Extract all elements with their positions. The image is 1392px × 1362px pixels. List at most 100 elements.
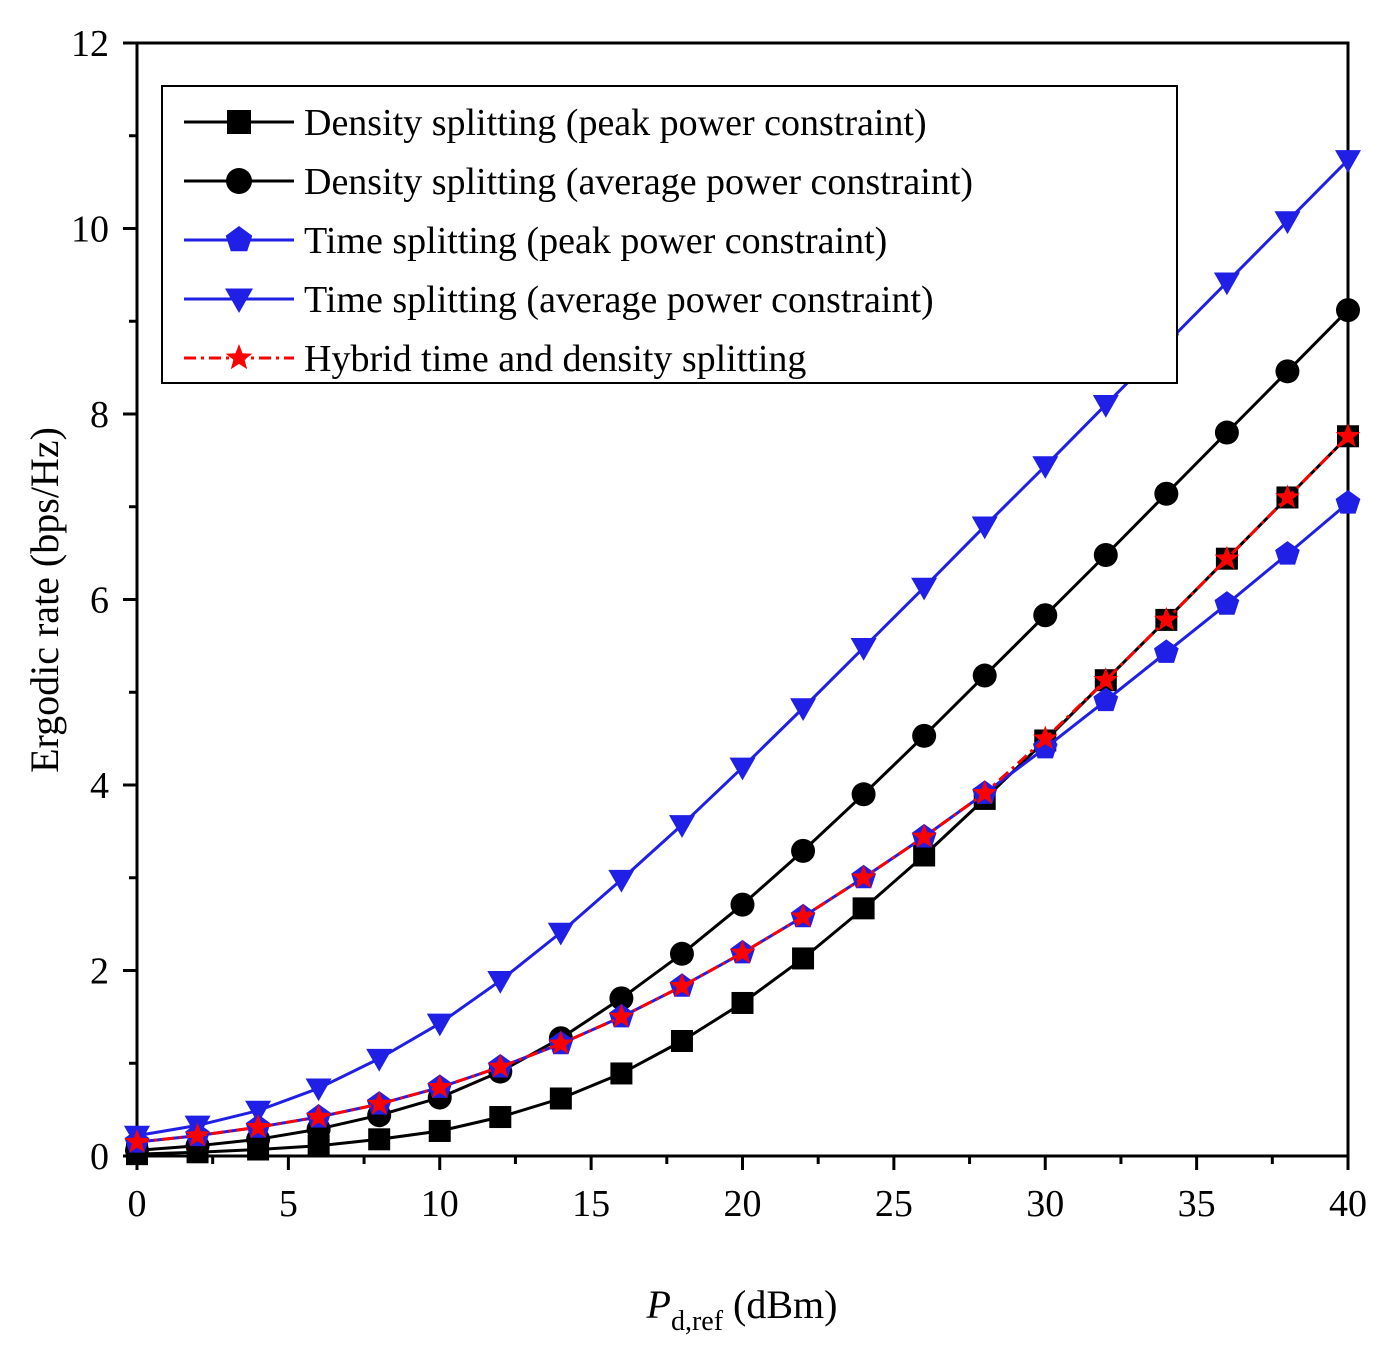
data-point [792,947,815,970]
data-point [1093,667,1119,691]
data-point [1154,639,1179,663]
data-point [1033,603,1058,628]
y-tick-label: 8 [90,394,109,436]
legend-label: Density splitting (peak power constraint… [304,102,927,144]
y-tick-label: 0 [90,1136,109,1178]
data-point [1032,456,1059,479]
legend-item: Time splitting (average power constraint… [184,279,934,321]
data-point [124,1129,150,1153]
series-line [136,501,1349,1144]
data-point [549,1087,572,1110]
series-layer [124,150,1361,1166]
data-point [1092,395,1119,418]
data-point [428,1119,451,1142]
data-point [851,864,876,889]
series-3 [124,490,1361,1153]
data-point [1335,423,1361,447]
y-tick-label: 4 [90,765,109,807]
data-point [791,838,816,863]
data-point [426,1013,453,1037]
y-tick-label: 6 [90,580,109,622]
legend-marker [225,344,253,370]
data-point [669,941,694,966]
data-point [306,1104,331,1128]
legend-marker [225,288,253,313]
axis-labels: Ergodic rate (bps/Hz) Pd,ref (dBm) [22,427,837,1337]
data-point [609,1003,634,1028]
data-point [366,1048,393,1072]
data-point [972,780,998,804]
data-point [489,1106,512,1129]
data-point [972,663,997,688]
series-line [136,309,1350,1152]
data-point [487,1054,513,1078]
data-point [1214,420,1239,445]
data-point [730,939,755,964]
x-axis-label-unit: (dBm) [733,1282,837,1327]
data-point [670,1029,693,1052]
data-point [790,903,816,928]
x-axis-label: Pd,ref (dBm) [646,1282,838,1337]
data-point [1154,606,1179,631]
y-tick-label: 12 [71,23,109,65]
legend: Density splitting (peak power constraint… [161,85,1178,384]
data-point [1275,359,1300,384]
legend-item: Hybrid time and density splitting [184,338,806,380]
x-tick-label: 25 [875,1183,913,1225]
legend-marker [226,168,252,194]
data-point [1213,272,1240,296]
series-line [136,435,1350,1144]
x-tick-label: 40 [1329,1183,1367,1225]
legend-item: Density splitting (peak power constraint… [184,102,927,144]
data-point [912,723,937,748]
y-axis-label: Ergodic rate (bps/Hz) [22,427,67,773]
data-point [1274,211,1301,235]
x-tick-label: 30 [1026,1183,1064,1225]
legend-item: Time splitting (peak power constraint) [184,220,887,262]
x-tick-label: 0 [128,1183,147,1225]
data-point [669,973,695,997]
x-tick-label: 5 [279,1183,298,1225]
data-point [911,577,938,601]
x-tick-label: 35 [1178,1183,1216,1225]
data-point [307,1134,330,1157]
axes-layer: 0 5 10 15 20 25 30 35 40 0 2 4 6 8 10 12 [71,23,1367,1225]
data-point [609,986,634,1011]
data-point [851,782,876,807]
data-point [548,1030,574,1055]
data-point [730,892,755,917]
x-tick-label: 10 [421,1183,459,1225]
data-point [729,757,756,781]
data-point [610,1062,633,1085]
data-point [487,971,514,994]
data-point [850,638,877,661]
data-point [790,698,817,721]
legend-label: Density splitting (average power constra… [304,161,973,203]
data-point [245,1100,272,1124]
data-point [1214,545,1240,570]
y-tick-label: 10 [71,209,109,251]
legend-marker [225,226,253,252]
data-point [971,516,998,540]
data-point [305,1078,332,1102]
data-point [427,1074,453,1098]
legend-label: Time splitting (peak power constraint) [304,220,887,262]
data-point [1032,725,1058,750]
data-point [731,991,754,1014]
data-point [1335,490,1361,514]
data-point [547,922,574,946]
data-point [852,897,875,920]
legend-label: Time splitting (average power constraint… [304,279,934,321]
data-point [1335,150,1361,173]
y-tick-label: 2 [90,951,109,993]
series-2 [125,298,1360,1163]
data-point [1032,734,1058,759]
data-point [1214,591,1240,615]
legend-marker [227,110,251,134]
data-point [608,869,635,893]
data-point [185,1122,210,1147]
data-point [368,1128,391,1151]
legend-label: Hybrid time and density splitting [304,338,806,380]
